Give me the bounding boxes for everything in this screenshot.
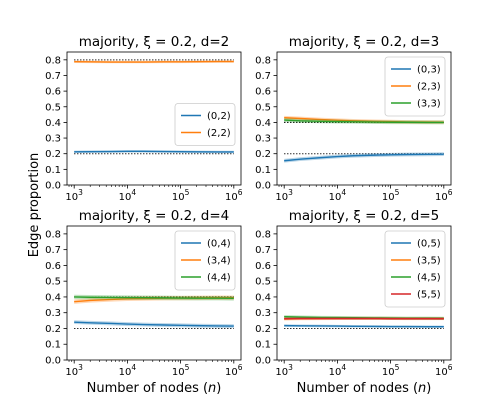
plot-frame	[66, 51, 242, 186]
y-tick-label: 0.1	[45, 165, 61, 176]
legend-label: (4,5)	[417, 273, 441, 284]
y-tick-label: 0.8	[255, 229, 271, 240]
x-tick-label: 103	[275, 188, 293, 203]
series-line	[74, 321, 234, 327]
x-tick-label: 106	[225, 363, 243, 378]
y-tick-label: 0.5	[255, 277, 271, 288]
legend-label: (0,2)	[207, 111, 231, 122]
legend-box	[384, 56, 446, 117]
y-tick-label: 0.3	[255, 134, 271, 145]
series-line	[284, 324, 444, 328]
x-tick-label: 103	[65, 188, 83, 203]
panel-title: majority, ξ = 0.2, d=4	[79, 208, 230, 224]
panel-4: majority, ξ = 0.2, d=5 0.0 0.1 0.2 0.3 0.4 0.5…	[255, 208, 453, 378]
y-tick-label: 0.6	[255, 261, 271, 272]
x-tick-label: 106	[225, 188, 243, 203]
y-tick-label: 0.4	[45, 292, 61, 303]
y-tick-label: 0.2	[255, 324, 271, 335]
panel-title: majority, ξ = 0.2, d=2	[79, 34, 230, 50]
y-tick-label: 0.6	[255, 87, 271, 98]
y-tick-label: 0.0	[255, 181, 271, 192]
series-line	[74, 150, 234, 153]
x-tick-label: 105	[382, 188, 400, 203]
y-tick-label: 0.2	[45, 149, 61, 160]
y-tick-label: 0.5	[45, 277, 61, 288]
y-tick-label: 0.5	[255, 102, 271, 113]
legend: (0,3) (2,3) (3,3)	[384, 56, 446, 117]
y-tick-label: 0.8	[45, 55, 61, 66]
legend-label: (5,5)	[417, 290, 441, 301]
y-tick-label: 0.5	[45, 102, 61, 113]
plot-frame	[276, 51, 452, 186]
x-tick-label: 103	[275, 363, 293, 378]
legend-label: (2,3)	[417, 82, 441, 93]
y-tick-label: 0.8	[255, 55, 271, 66]
x-tick-label: 105	[382, 363, 400, 378]
y-tick-label: 0.7	[255, 71, 271, 82]
panel-title: majority, ξ = 0.2, d=5	[289, 208, 440, 224]
legend-label: (0,5)	[417, 239, 441, 250]
legend: (0,4) (3,4) (4,4)	[174, 230, 236, 291]
y-tick-label: 0.6	[45, 87, 61, 98]
series-line	[74, 296, 234, 300]
y-tick-label: 0.3	[255, 308, 271, 319]
y-tick-label: 0.0	[45, 356, 61, 367]
legend-label: (3,4)	[207, 256, 231, 267]
legend-box	[174, 103, 236, 146]
x-tick-label: 104	[329, 188, 347, 203]
y-tick-label: 0.3	[45, 134, 61, 145]
x-axis-label: Number of nodes (n)	[87, 381, 222, 396]
x-axis-label: Number of nodes (n)	[297, 381, 432, 396]
x-tick-label: 104	[119, 363, 137, 378]
y-tick-label: 0.2	[45, 324, 61, 335]
legend-label: (3,3)	[417, 99, 441, 110]
series-line	[284, 153, 444, 162]
y-tick-label: 0.4	[255, 292, 271, 303]
y-tick-label: 0.1	[45, 340, 61, 351]
x-tick-label: 104	[119, 188, 137, 203]
x-tick-label: 106	[435, 363, 453, 378]
legend-label: (2,2)	[207, 128, 231, 139]
plot-frame	[276, 225, 452, 361]
y-tick-label: 0.8	[45, 229, 61, 240]
y-tick-label: 0.0	[255, 356, 271, 367]
legend: (0,2) (2,2)	[174, 103, 236, 146]
legend-label: (0,4)	[207, 239, 231, 250]
legend-box	[174, 230, 236, 291]
y-tick-label: 0.7	[45, 71, 61, 82]
panel-2: majority, ξ = 0.2, d=3 0.0 0.1 0.2 0.3 0.4 0.5…	[255, 34, 453, 203]
x-tick-label: 104	[329, 363, 347, 378]
panel-title: majority, ξ = 0.2, d=3	[289, 34, 440, 50]
y-tick-label: 0.7	[255, 245, 271, 256]
y-tick-label: 0.7	[45, 245, 61, 256]
y-tick-label: 0.1	[255, 165, 271, 176]
legend-box	[384, 230, 446, 308]
x-tick-label: 106	[435, 188, 453, 203]
legend-label: (0,3)	[417, 65, 441, 76]
y-tick-label: 0.0	[45, 181, 61, 192]
y-tick-label: 0.2	[255, 149, 271, 160]
x-tick-label: 105	[172, 188, 190, 203]
legend-label: (3,5)	[417, 256, 441, 267]
legend-label: (4,4)	[207, 273, 231, 284]
y-tick-label: 0.3	[45, 308, 61, 319]
y-tick-label: 0.6	[45, 261, 61, 272]
x-tick-label: 105	[172, 363, 190, 378]
y-tick-label: 0.4	[45, 118, 61, 129]
y-axis-label: Edge proportion	[27, 153, 42, 258]
panel-1: majority, ξ = 0.2, d=2 0.0 0.1 0.2 0.3 0.4 0.5…	[45, 34, 243, 203]
panel-3: majority, ξ = 0.2, d=4 0.0 0.1 0.2 0.3 0.4 0.5…	[45, 208, 243, 378]
x-tick-label: 103	[65, 363, 83, 378]
y-tick-label: 0.4	[255, 118, 271, 129]
series-line	[284, 119, 444, 124]
plot-frame	[66, 225, 242, 361]
legend: (0,5) (3,5) (4,5) (5,5)	[384, 230, 446, 308]
y-tick-label: 0.1	[255, 340, 271, 351]
